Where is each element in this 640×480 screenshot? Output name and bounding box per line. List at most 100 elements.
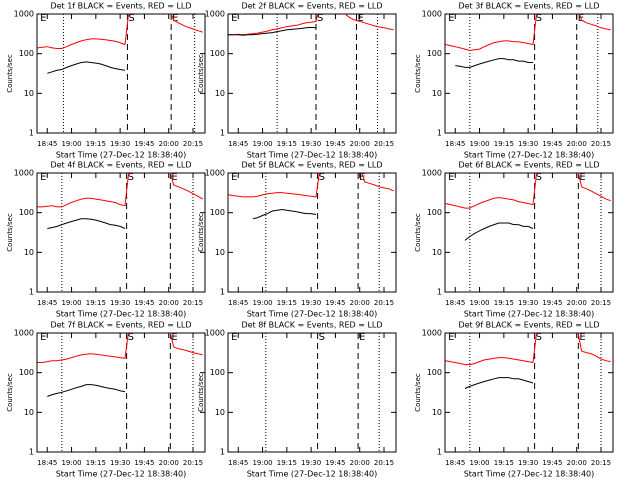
series-line <box>455 58 533 68</box>
y-tick-label: 10 <box>24 408 34 417</box>
x-tick-label: 18:45 <box>445 140 465 148</box>
series-line <box>445 333 611 366</box>
panel-title: Det 5f BLACK = Events, RED = LLD <box>241 161 382 170</box>
series-line <box>37 173 203 208</box>
plot-frame <box>444 172 614 293</box>
event-label: E <box>231 332 237 343</box>
panel: Det 2f BLACK = Events, RED = LLD Counts/s… <box>197 2 397 160</box>
x-tick-label: 19:45 <box>325 140 345 148</box>
x-tick-label: 19:45 <box>134 299 154 307</box>
x-tick-label: 20:15 <box>183 299 203 307</box>
x-tick-label: 19:30 <box>301 140 321 148</box>
x-tick-label: 19:30 <box>301 459 321 467</box>
x-tick-label: 20:00 <box>567 299 587 307</box>
plot-frame <box>36 332 206 453</box>
event-label: S <box>319 172 325 183</box>
plot-frame <box>36 172 206 293</box>
x-tick-label: 19:00 <box>469 299 489 307</box>
event-label: E <box>171 172 177 183</box>
y-tick-label: 1 <box>220 129 225 138</box>
panel: Det 7f BLACK = Events, RED = LLD Counts/s… <box>6 321 206 479</box>
event-label: S <box>128 172 134 183</box>
y-tick-label: 1000 <box>205 329 225 338</box>
y-tick-label: 100 <box>19 208 34 217</box>
x-tick-label: 20:15 <box>591 140 611 148</box>
panel: Det 8f BLACK = Events, RED = LLD Counts/s… <box>197 321 397 479</box>
series-line <box>47 218 126 229</box>
series-line <box>445 14 611 52</box>
x-tick-label: 19:00 <box>469 140 489 148</box>
event-label: E <box>359 172 365 183</box>
x-tick-label: 20:15 <box>183 459 203 467</box>
panel-title: Det 4f BLACK = Events, RED = LLD <box>50 161 191 170</box>
x-tick-label: 19:45 <box>134 459 154 467</box>
series-line <box>228 173 394 198</box>
x-axis-label: Start Time (27-Dec-12 18:38:40) <box>56 310 187 319</box>
event-label: E <box>40 13 46 24</box>
event-label: S <box>319 332 325 343</box>
event-label: S <box>536 172 542 183</box>
y-axis-label: Counts/sec <box>6 54 14 93</box>
x-tick-label: 19:30 <box>518 299 538 307</box>
series-line <box>464 222 534 241</box>
x-tick-label: 20:15 <box>374 459 394 467</box>
x-tick-label: 19:00 <box>61 299 81 307</box>
x-tick-label: 19:45 <box>325 459 345 467</box>
x-tick-label: 19:15 <box>494 140 514 148</box>
x-axis-label: Start Time (27-Dec-12 18:38:40) <box>464 310 595 319</box>
y-tick-label: 1000 <box>422 169 442 178</box>
x-tick-label: 19:30 <box>518 140 538 148</box>
event-label: E <box>579 172 585 183</box>
y-axis-label: Counts/sec <box>197 373 205 412</box>
y-axis-label: Counts/sec <box>6 213 14 252</box>
x-axis-label: Start Time (27-Dec-12 18:38:40) <box>56 470 187 479</box>
y-tick-label: 100 <box>427 208 442 217</box>
x-tick-label: 20:00 <box>350 459 370 467</box>
panel-title: Det 3f BLACK = Events, RED = LLD <box>458 2 599 11</box>
x-tick-label: 19:30 <box>110 459 130 467</box>
x-tick-label: 20:15 <box>183 140 203 148</box>
x-tick-label: 19:00 <box>252 299 272 307</box>
series-line <box>37 333 203 363</box>
x-tick-label: 19:00 <box>469 459 489 467</box>
x-tick-label: 20:00 <box>159 459 179 467</box>
y-tick-label: 1 <box>437 288 442 297</box>
series-line <box>228 14 394 36</box>
y-axis-label: Counts/sec <box>197 213 205 252</box>
panel-title: Det 2f BLACK = Events, RED = LLD <box>241 2 382 11</box>
panel: Det 4f BLACK = Events, RED = LLD Counts/s… <box>6 161 206 319</box>
plot-frame <box>227 332 397 453</box>
y-tick-label: 10 <box>215 89 225 98</box>
y-tick-label: 1000 <box>14 10 34 19</box>
x-tick-label: 19:45 <box>542 299 562 307</box>
y-tick-label: 10 <box>24 89 34 98</box>
series-line <box>252 208 317 220</box>
x-tick-label: 19:00 <box>61 140 81 148</box>
series-line <box>445 173 611 209</box>
x-tick-label: 18:45 <box>445 459 465 467</box>
series-line <box>37 14 203 49</box>
event-label: E <box>231 13 237 24</box>
panel-title: Det 6f BLACK = Events, RED = LLD <box>458 161 599 170</box>
y-tick-label: 10 <box>24 248 34 257</box>
y-tick-label: 100 <box>210 208 225 217</box>
x-tick-label: 20:15 <box>591 459 611 467</box>
x-tick-label: 19:00 <box>252 140 272 148</box>
y-axis-label: Counts/sec <box>414 213 422 252</box>
event-label: E <box>448 332 454 343</box>
x-tick-label: 20:15 <box>374 299 394 307</box>
y-tick-label: 1 <box>29 288 34 297</box>
y-tick-label: 10 <box>432 248 442 257</box>
y-tick-label: 1000 <box>205 169 225 178</box>
y-tick-label: 1000 <box>14 169 34 178</box>
y-tick-label: 1000 <box>205 10 225 19</box>
x-axis-label: Start Time (27-Dec-12 18:38:40) <box>247 470 378 479</box>
x-tick-label: 19:45 <box>542 459 562 467</box>
event-label: E <box>448 172 454 183</box>
event-label: E <box>231 172 237 183</box>
x-axis-label: Start Time (27-Dec-12 18:38:40) <box>247 310 378 319</box>
x-axis-label: Start Time (27-Dec-12 18:38:40) <box>464 470 595 479</box>
y-tick-label: 1 <box>220 288 225 297</box>
x-tick-label: 19:30 <box>110 299 130 307</box>
x-tick-label: 19:45 <box>542 140 562 148</box>
